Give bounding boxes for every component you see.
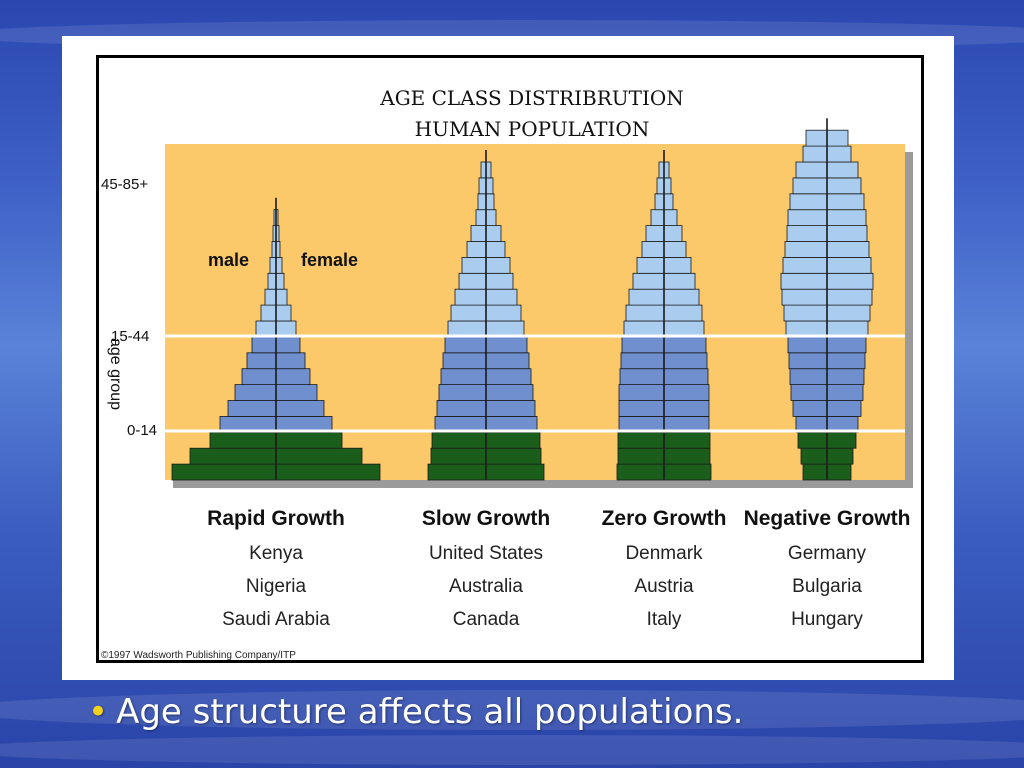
label-female: female (301, 250, 358, 270)
category-title: Rapid Growth (207, 507, 345, 530)
category-title: Slow Growth (422, 507, 550, 530)
country-label: Hungary (791, 609, 863, 630)
country-label: Bulgaria (792, 576, 862, 597)
chart-title-line-1: AGE CLASS DISTRIBRUTION (379, 86, 684, 110)
copyright-text: ©1997 Wadsworth Publishing Company/ITP (101, 650, 296, 660)
country-label: Austria (634, 576, 694, 597)
slide-image-frame: AGE CLASS DISTRIBRUTION HUMAN POPULATION… (62, 36, 954, 680)
category-title: Zero Growth (602, 507, 727, 530)
tick-label-0-14: 0-14 (127, 422, 157, 439)
tick-label-45-85: 45-85+ (101, 176, 148, 193)
bullet-point: • Age structure affects all populations. (88, 692, 743, 732)
age-pyramid-chart: AGE CLASS DISTRIBRUTION HUMAN POPULATION… (101, 86, 913, 660)
pyramid-negative-growth (780, 118, 874, 481)
y-axis-label: age group (107, 338, 124, 410)
chart-title-line-2: HUMAN POPULATION (415, 117, 650, 141)
country-label: Canada (453, 609, 520, 630)
country-label: Australia (449, 576, 523, 597)
tick-label-15-44: 15-44 (111, 328, 149, 345)
bullet-text: Age structure affects all populations. (116, 692, 744, 732)
country-label: Denmark (625, 543, 703, 564)
figure-border: AGE CLASS DISTRIBRUTION HUMAN POPULATION… (96, 55, 924, 663)
category-title: Negative Growth (744, 507, 911, 530)
pyramid-slow-growth (427, 150, 545, 481)
label-male: male (208, 250, 249, 270)
pyramid-zero-growth (616, 150, 712, 481)
country-label: Nigeria (246, 576, 307, 597)
pyramid-rapid-growth (171, 197, 381, 481)
country-label: Saudi Arabia (222, 609, 330, 630)
pyramids-layer (171, 118, 874, 481)
country-label: Italy (647, 609, 682, 630)
country-label: Kenya (249, 543, 303, 564)
bullet-dot-icon: • (88, 692, 109, 732)
captions-layer: Rapid Growth Kenya Nigeria Saudi Arabia Slow… (207, 507, 910, 630)
country-label: Germany (788, 543, 867, 564)
country-label: United States (429, 543, 543, 564)
